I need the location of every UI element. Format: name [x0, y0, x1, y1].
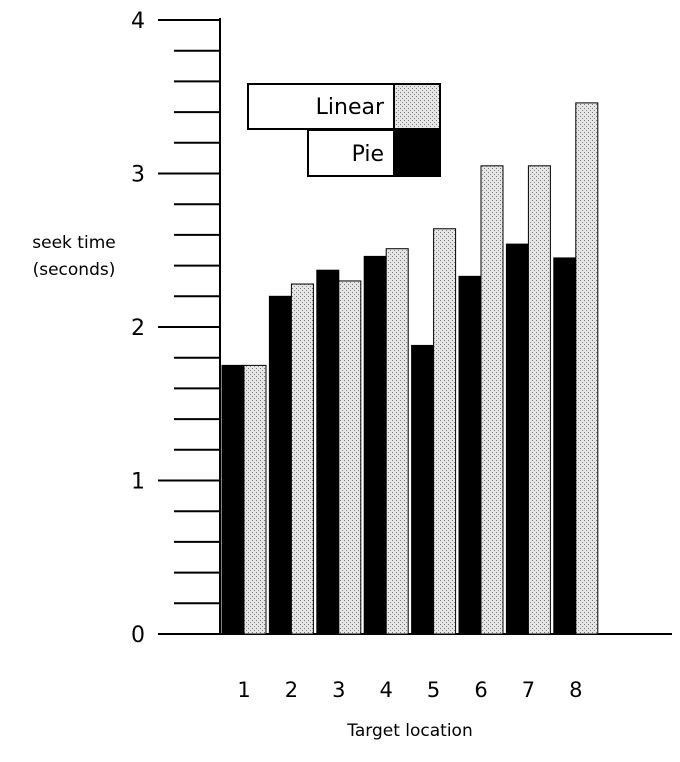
bar-pie-6: [458, 275, 482, 635]
x-tick-label: 8: [569, 678, 582, 702]
bar-linear-6: [480, 165, 504, 635]
bar-linear-8: [575, 102, 599, 635]
bar-pie-5: [411, 344, 435, 635]
bar-linear-2: [290, 283, 314, 635]
bar-pie-8: [553, 257, 577, 635]
bar-pie-7: [505, 243, 529, 635]
bar-linear-1: [243, 364, 267, 635]
x-tick-label: 7: [522, 678, 535, 702]
bar-linear-4: [385, 248, 409, 635]
x-tick-label: 2: [285, 678, 298, 702]
legend: Linear Pie: [247, 83, 441, 177]
legend-swatch-pie: [393, 129, 441, 177]
y-axis-title-line-2: (seconds): [33, 260, 116, 280]
y-tick-label: 0: [131, 623, 145, 648]
x-tick-label: 3: [332, 678, 345, 702]
x-axis-title: Target location: [346, 721, 472, 741]
y-tick-label: 4: [131, 9, 145, 34]
x-tick-label: 6: [474, 678, 487, 702]
bar-pie-4: [363, 255, 387, 635]
bar-pie-3: [316, 269, 340, 635]
x-tick-label: 5: [427, 678, 440, 702]
y-tick-label: 2: [131, 316, 145, 341]
bar-linear-3: [338, 280, 362, 635]
x-tick-label: 4: [380, 678, 393, 702]
legend-label-linear: Linear: [316, 95, 385, 120]
y-axis: 0 1 2 3 4: [131, 9, 221, 648]
legend-swatch-linear: [393, 83, 441, 130]
y-tick-label: 1: [131, 470, 145, 495]
bar-pie-2: [268, 295, 292, 635]
y-axis-title-line-1: seek time: [32, 233, 115, 253]
legend-label-pie: Pie: [352, 142, 384, 167]
bars: [221, 102, 599, 635]
x-tick-label: 1: [237, 678, 250, 702]
category-labels: 1 2 3 4 5 6 7 8: [237, 678, 582, 702]
bar-pie-1: [221, 364, 245, 635]
y-tick-label: 3: [131, 163, 145, 188]
bar-linear-5: [433, 228, 457, 635]
bar-linear-7: [527, 165, 551, 635]
